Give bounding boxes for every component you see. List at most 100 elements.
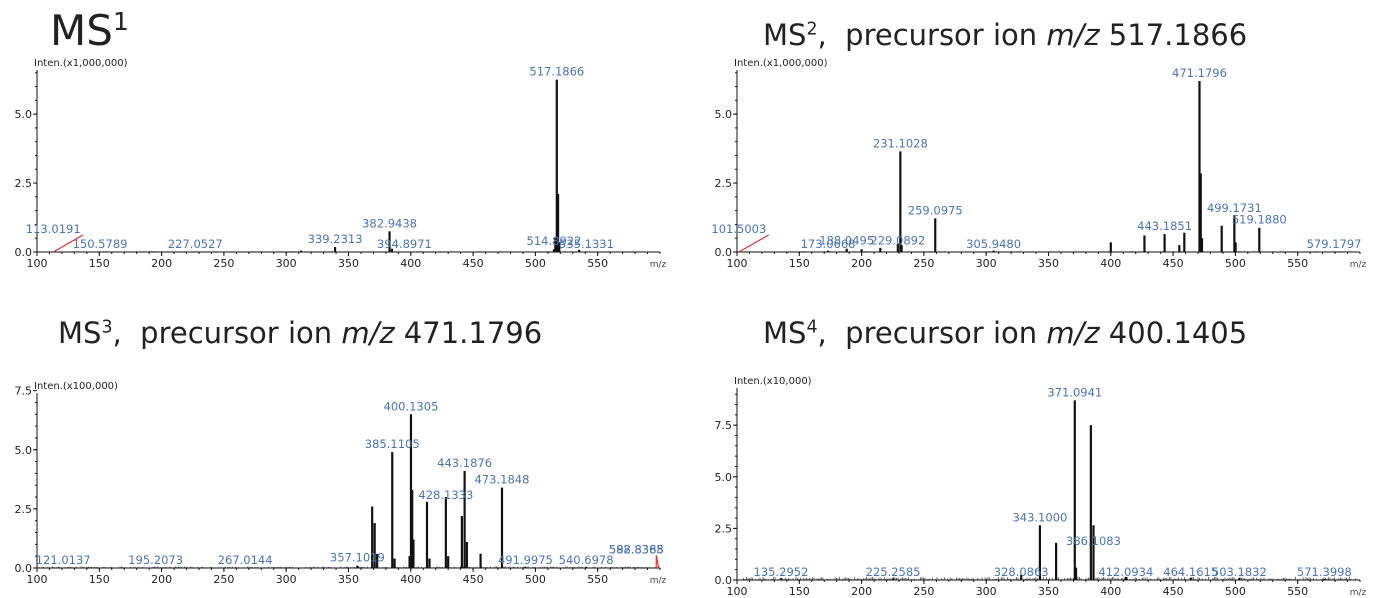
panel-4-x-tick-label: 500 <box>1225 585 1246 598</box>
panel-2-peak-label: 443.1851 <box>1137 219 1192 233</box>
panel-4-x-tick-label: 200 <box>851 585 872 598</box>
panel-2-x-tick-label: 300 <box>976 257 997 270</box>
panel-1-label-pointer <box>52 234 84 253</box>
panel-1-title-main: MS <box>50 6 113 55</box>
panel-1-y-tick-label: 2.5 <box>15 177 33 190</box>
panel-3-peak-label: 400.1305 <box>384 399 439 413</box>
panel-2-label-pointer <box>738 234 770 253</box>
panel-3-title-sup: 3 <box>101 317 113 338</box>
panel-1-x-tick-label: 550 <box>587 257 608 270</box>
panel-3-peak-label: 473.1848 <box>475 473 530 487</box>
panel-1-x-tick-label: 300 <box>276 257 297 270</box>
panel-1-peak-label: 227.0527 <box>168 237 223 251</box>
panel-2-x-tick-label: 450 <box>1163 257 1184 270</box>
panel-1-peak-label: 382.9438 <box>362 216 417 230</box>
panel-3-x-tick-label: 300 <box>276 573 297 586</box>
panel-4-x-tick-label: 250 <box>913 585 934 598</box>
panel-2-y-tick-label: 5.0 <box>715 108 733 121</box>
panel-1-x-tick-label: 150 <box>89 257 110 270</box>
panel-2-title-main: MS <box>763 18 807 52</box>
panel-2-peak-label: 579.1797 <box>1307 237 1362 251</box>
panel-3-x-tick-label: 500 <box>525 573 546 586</box>
panel-2-x-tick-label: 200 <box>851 257 872 270</box>
panel-1-x-tick-label: 100 <box>27 257 48 270</box>
panel-4-peak-label: 464.1615 <box>1163 565 1218 579</box>
panel-2-x-tick-label: 100 <box>727 257 748 270</box>
panel-4-title: MS4, precursor ion m/z 400.1405 <box>763 316 1247 350</box>
panel-1-x-tick-label: 350 <box>338 257 359 270</box>
panel-3-x-tick-label: 100 <box>27 573 48 586</box>
panel-3-peak-label: 195.2073 <box>128 553 183 567</box>
panel-1-peak-label: 113.0191 <box>26 222 81 236</box>
panel-1-baseline-noise <box>38 251 658 252</box>
panel-3-peak-label: 121.0137 <box>36 553 91 567</box>
panel-1-peak-label: 517.1866 <box>529 65 584 79</box>
panel-4-peak-label: 371.0941 <box>1047 385 1102 399</box>
panel-3-y-tick-label: 0.0 <box>15 562 33 575</box>
panel-2-title-sup: 2 <box>806 19 818 40</box>
panel-2-peak-label: 173.0668 <box>801 237 856 251</box>
panel-2-x-tick-label: 250 <box>913 257 934 270</box>
panel-4-y-tick-label: 7.5 <box>715 419 733 432</box>
panel-2-title-ion: m/z <box>1046 18 1100 52</box>
panel-1-peak-label: 150.5789 <box>73 237 128 251</box>
panel-3-x-unit-label: m/z <box>650 576 667 586</box>
panel-4-peak-label: 412.0934 <box>1098 565 1153 579</box>
panel-3-peak-label: 385.1105 <box>365 437 420 451</box>
panel-4-x-tick-label: 300 <box>976 585 997 598</box>
panel-4-peak-label: 503.1832 <box>1212 565 1267 579</box>
panel-3-title-rest: , precursor ion <box>112 316 342 350</box>
panel-2-intensity-label: Inten.(x1,000,000) <box>734 58 828 69</box>
panel-4-peak-label: 135.2952 <box>754 565 809 579</box>
panel-2-x-tick-label: 550 <box>1287 257 1308 270</box>
panel-4-peak-label: 343.1000 <box>1012 510 1067 524</box>
panel-1-svg: 100 150 200 250 300 350 400 450 500 550 m/z 0.0 2.5 5… <box>15 65 667 270</box>
panel-1-peak-label: 394.8971 <box>377 237 432 251</box>
panel-2-peak-label: 231.1028 <box>873 136 928 150</box>
panel-3-peak-label: 588.8388 <box>609 542 664 556</box>
panel-1-x-tick-label: 450 <box>463 257 484 270</box>
panel-2-peak-label: 499.1731 <box>1207 201 1262 215</box>
panel-2-title-end: 517.1866 <box>1099 18 1248 52</box>
panel-3-y-tick-label: 7.5 <box>15 385 33 398</box>
panel-2-title: MS2, precursor ion m/z 517.1866 <box>763 18 1247 52</box>
panel-4-y-tick-label: 5.0 <box>715 471 733 484</box>
panel-4-title-end: 400.1405 <box>1099 316 1248 350</box>
panel-2-peak-label: 519.1880 <box>1232 213 1287 227</box>
panel-4-x-tick-label: 550 <box>1287 585 1308 598</box>
panel-4-x-tick-label: 100 <box>727 585 748 598</box>
panel-4-peak-label: 328.0863 <box>994 565 1049 579</box>
panel-2-x-unit-label: m/z <box>1350 260 1367 270</box>
panel-3-peak-label: 267.0144 <box>218 553 273 567</box>
panel-2-x-tick-label: 500 <box>1225 257 1246 270</box>
panel-3-peak-label: 540.6978 <box>559 553 614 567</box>
panel-2-peak-label: 188.0495 <box>819 234 874 248</box>
panel-3-peak-label: 428.1333 <box>418 488 473 502</box>
panel-4-title-main: MS <box>763 316 807 350</box>
panel-3-title: MS3, precursor ion m/z 471.1796 <box>58 316 542 350</box>
panel-4-title-ion: m/z <box>1046 316 1100 350</box>
panel-1-peak-label: 514.8922 <box>527 234 582 248</box>
panel-2-x-tick-label: 350 <box>1038 257 1059 270</box>
panel-4-peak-label: 225.2585 <box>866 565 921 579</box>
panel-3-intensity-label: Inten.(x100,000) <box>34 381 118 392</box>
panel-2-baseline-noise <box>740 251 1356 252</box>
panel-4-peak-label: 386.1083 <box>1066 534 1121 548</box>
panel-2-y-tick-label: 0.0 <box>715 246 733 259</box>
panel-3-title-end: 471.1796 <box>394 316 543 350</box>
panel-2-x-tick-label: 150 <box>789 257 810 270</box>
panel-1-chart: 100 150 200 250 300 350 400 450 500 550 m/z 0.0 2.5 5… <box>0 0 690 290</box>
panel-3-title-ion: m/z <box>341 316 395 350</box>
panel-4-baseline-noise <box>738 576 1358 580</box>
panel-1-peak-label: 339.2313 <box>308 232 363 246</box>
panel-3-x-tick-label: 400 <box>400 573 421 586</box>
panel-3-peak-label: 491.9975 <box>498 553 553 567</box>
panel-3-svg: 100 150 200 250 300 350 400 450 500 550 m/z 0.0 2.5 5… <box>15 385 667 586</box>
panel-1-x-tick-label: 250 <box>213 257 234 270</box>
panel-1-title-sup: 1 <box>112 7 129 36</box>
panel-1-peak-label: 535.1331 <box>559 237 614 251</box>
panel-4-intensity-label: Inten.(x10,000) <box>734 376 812 387</box>
panel-4-x-tick-label: 350 <box>1038 585 1059 598</box>
